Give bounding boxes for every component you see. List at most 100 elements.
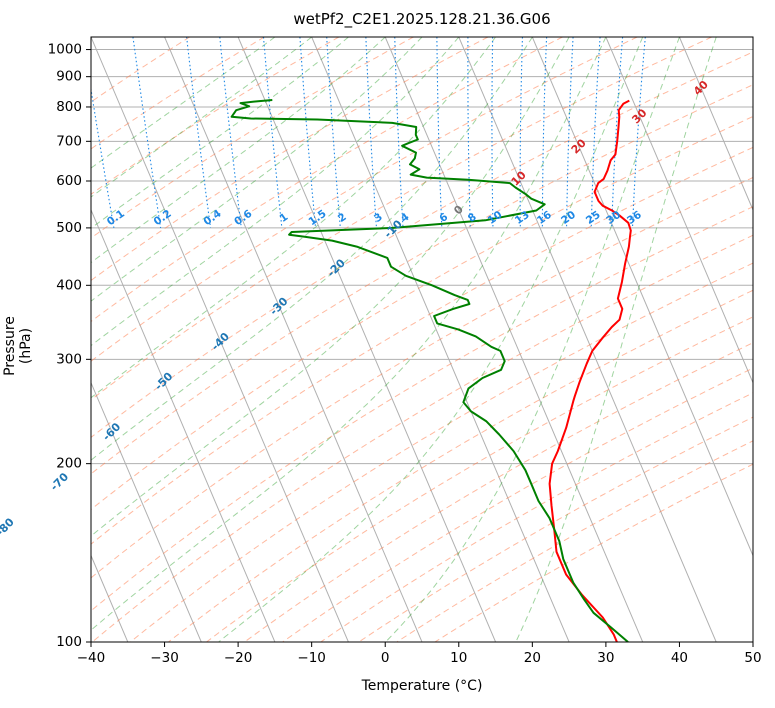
mixing-ratio-line <box>491 37 494 228</box>
mixing-ratio-line <box>219 37 242 228</box>
mixing-ratio-label: 1.5 <box>307 208 329 229</box>
y-tick-label: 700 <box>56 133 82 149</box>
dry-adiabat <box>168 289 753 642</box>
mixing-ratio-label: 1 <box>277 211 290 225</box>
y-tick-label: 500 <box>56 220 82 236</box>
x-tick-label: 20 <box>524 650 541 666</box>
mixing-ratio-line <box>299 37 317 228</box>
dry-adiabat <box>91 37 414 239</box>
dry-adiabat <box>91 84 753 475</box>
dry-adiabat <box>91 115 753 511</box>
mixing-ratio-line <box>132 37 162 228</box>
x-tick-label: −20 <box>224 650 253 666</box>
isotherm-gridline <box>605 37 753 385</box>
dry-adiabat <box>91 37 340 195</box>
x-tick-label: −10 <box>297 650 326 666</box>
dry-adiabat <box>358 416 753 642</box>
isotherm-gridline <box>752 37 753 39</box>
isotherm-gridline <box>91 37 349 642</box>
isotherm-label: -80 <box>0 515 17 538</box>
moist-adiabat <box>91 37 423 302</box>
temperature-profile <box>548 99 632 642</box>
isotherm-label: -70 <box>48 470 71 493</box>
y-axis-label: Pressure (hPa) <box>2 316 34 376</box>
dry-adiabat <box>91 176 753 579</box>
isotherm-gridline <box>678 37 753 212</box>
x-tick-label: 10 <box>450 650 467 666</box>
x-tick-label: 0 <box>381 650 390 666</box>
mixing-ratio-label: 2 <box>336 211 349 225</box>
dry-adiabat <box>244 342 753 642</box>
x-tick-label: 50 <box>744 650 761 666</box>
isotherm-label: 20 <box>569 136 589 156</box>
isotherm-gridline <box>91 381 202 642</box>
mixing-ratio-line <box>91 85 115 229</box>
isotherm-label: -60 <box>100 420 123 443</box>
isotherm-gridline <box>164 37 423 642</box>
moist-adiabat <box>91 37 276 169</box>
mixing-ratio-label: 16 <box>535 209 554 227</box>
mixing-ratio-label: 25 <box>584 209 603 227</box>
plot-area <box>91 37 753 642</box>
moist-adiabat <box>515 37 717 642</box>
moist-adiabat <box>91 37 312 198</box>
isotherm-label: 40 <box>691 78 711 98</box>
x-tick-label: 30 <box>597 650 614 666</box>
isotherm-label: -20 <box>325 256 348 279</box>
plot-frame <box>90 36 754 643</box>
mixing-ratio-label: 0.4 <box>201 208 223 229</box>
isotherm-label: -30 <box>267 295 290 318</box>
y-tick-label: 300 <box>56 351 82 367</box>
isotherm-gridline <box>384 37 644 642</box>
mixing-ratio-label: 0.2 <box>152 208 174 229</box>
x-tick-label: −30 <box>150 650 179 666</box>
moist-adiabat <box>91 37 496 399</box>
isotherm-gridline <box>237 37 497 642</box>
dry-adiabat <box>206 316 753 642</box>
dry-adiabat <box>91 37 638 362</box>
dry-adiabat <box>91 37 265 150</box>
x-tick-label: 40 <box>671 650 688 666</box>
isotherm-gridline <box>531 37 753 557</box>
y-tick-label: 100 <box>56 634 82 650</box>
y-tick-label: 1000 <box>48 42 82 58</box>
x-axis-label: Temperature (°C) <box>361 678 483 694</box>
mixing-ratio-line <box>436 37 443 228</box>
mixing-ratio-line <box>519 37 524 228</box>
moist-adiabat <box>91 37 570 537</box>
moist-adiabat <box>385 37 680 642</box>
y-tick-label: 400 <box>56 277 82 293</box>
moist-adiabat <box>91 37 349 229</box>
mixing-ratio-label: 0.1 <box>105 208 127 229</box>
dewpoint-profile <box>230 99 629 642</box>
dry-adiabat <box>282 367 753 642</box>
x-tick-label: −40 <box>77 650 106 666</box>
isotherm-label: 0 <box>451 203 466 218</box>
dry-adiabat <box>91 51 753 438</box>
moist-adiabat <box>91 37 460 347</box>
y-tick-label: 800 <box>56 99 82 115</box>
mixing-ratio-label: 10 <box>486 209 505 227</box>
moist-adiabat <box>91 37 386 264</box>
y-tick-label: 200 <box>56 456 82 472</box>
mixing-ratio-label: 3 <box>372 211 385 225</box>
dry-adiabat <box>129 262 753 642</box>
mixing-ratio-line <box>566 37 574 228</box>
y-tick-label: 600 <box>56 173 82 189</box>
y-tick-label: 900 <box>56 69 82 85</box>
moist-adiabat <box>91 37 533 461</box>
moist-adiabat <box>218 37 644 642</box>
mixing-ratio-line <box>262 37 283 228</box>
isotherm-gridline <box>458 37 717 642</box>
mixing-ratio-label: 8 <box>466 211 479 225</box>
mixing-ratio-line <box>186 37 212 228</box>
dry-adiabat <box>91 37 713 401</box>
moist-adiabat <box>91 37 607 631</box>
mixing-ratio-label: 20 <box>559 209 578 227</box>
isotherm-label: 30 <box>629 106 649 126</box>
dry-adiabat <box>91 37 563 323</box>
mixing-ratio-label: 0.6 <box>232 208 254 229</box>
dry-adiabat <box>434 463 753 642</box>
